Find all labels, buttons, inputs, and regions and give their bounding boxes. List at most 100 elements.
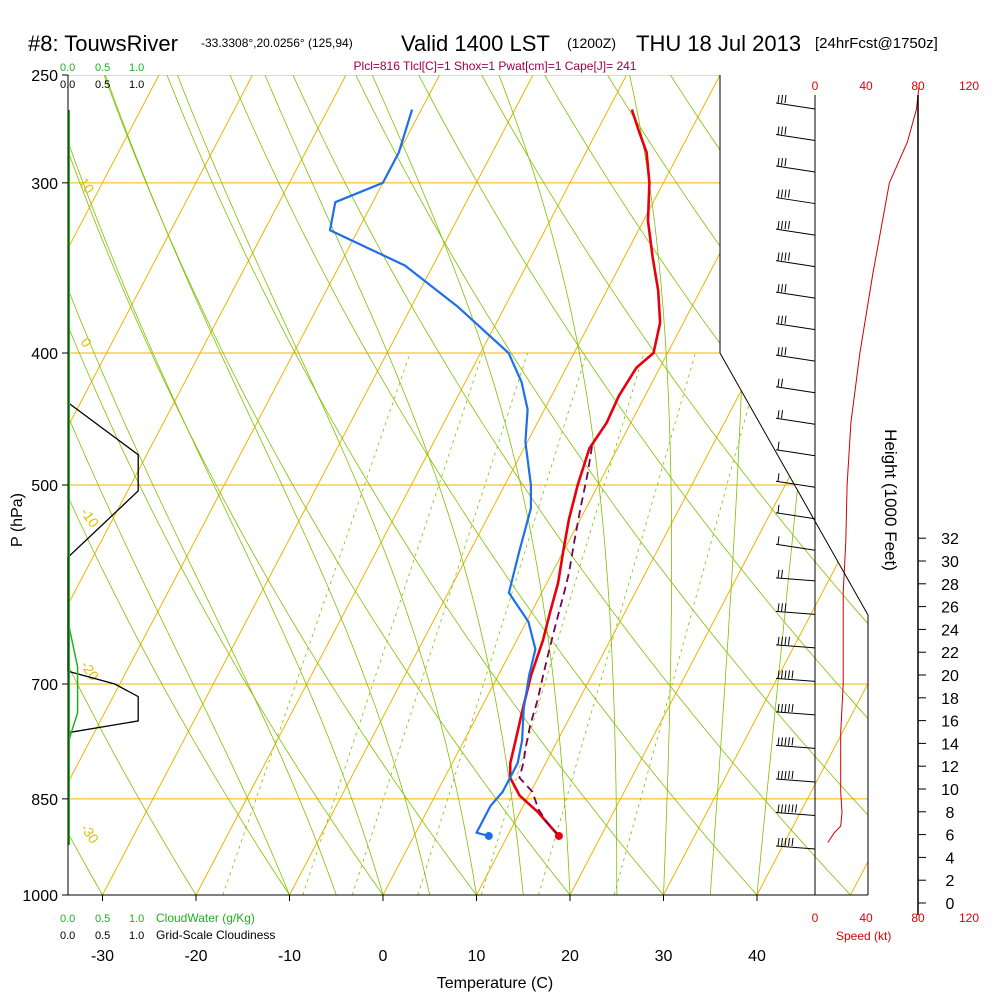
wind-barb: [775, 315, 816, 331]
mixing-ratio-label: 3: [345, 903, 360, 917]
wind-barb: [775, 221, 816, 236]
height-tick-label: 20: [941, 668, 959, 685]
wind-barb-flag: [777, 837, 780, 847]
wind-barb: [775, 126, 816, 142]
wind-barb-flag: [791, 737, 794, 746]
dewpoint-line: [328, 109, 537, 838]
wind-barb-staff: [775, 577, 816, 582]
wind-barb-flag: [781, 703, 783, 712]
wind-barb-staff: [775, 543, 816, 551]
height-tick-label: 2: [946, 873, 955, 890]
wind-barb: [775, 770, 816, 783]
isotherm-label: 0: [78, 335, 96, 351]
wind-barb-staff: [775, 354, 816, 362]
height-tick-label: 14: [941, 736, 959, 753]
wind-barb: [775, 284, 816, 299]
isotherm-line: [68, 75, 160, 250]
wind-barb-staff: [775, 711, 816, 716]
wind-barb-staff: [775, 644, 816, 649]
wind-speed-tick-bottom: 40: [859, 911, 873, 925]
sounding-profiles: [67, 86, 920, 845]
wind-barb-flag: [781, 636, 783, 645]
dry-adiabat-line: [68, 150, 477, 895]
x-tick-label: 0: [379, 948, 388, 965]
wind-barb-flag: [777, 94, 780, 104]
wind-barb-flag: [777, 284, 780, 293]
wind-barb-flag: [784, 703, 787, 712]
cloudiness-tick-bottom: 0.0: [60, 930, 75, 942]
cloudiness-label: Grid-Scale Cloudiness: [156, 928, 275, 942]
dry-adiabat-line: [229, 75, 758, 895]
wind-barb-staff: [775, 744, 816, 749]
wind-barb-flag: [781, 603, 783, 612]
wind-speed-tick-top: 80: [911, 79, 925, 93]
wind-barb-flag: [784, 94, 787, 104]
wind-barb-flag: [784, 804, 787, 813]
dry-adiabat-line: [355, 75, 868, 816]
y-tick-label: 700: [31, 677, 58, 694]
wind-barb-flag: [777, 536, 780, 545]
wind-barb-flag: [777, 504, 780, 513]
parcel-line: [518, 441, 594, 837]
wind-barb-staff: [775, 811, 816, 816]
wind-barb-staff: [775, 417, 816, 425]
wind-barb-flag: [777, 473, 780, 482]
wind-barb: [775, 636, 816, 649]
y-tick-label: 300: [31, 176, 58, 193]
dry-adiabat-line: [418, 75, 868, 720]
wind-barb-flag: [777, 441, 780, 450]
height-tick-label: 24: [941, 622, 959, 639]
wind-barb-flag: [784, 603, 787, 612]
wind-speed-tick-top: 40: [859, 79, 873, 93]
wind-barb-staff: [775, 610, 816, 615]
dry-adiabat-line: [922, 75, 1000, 895]
wind-barb-flag: [781, 837, 783, 847]
wind-barb: [775, 737, 816, 749]
isotherm-line: [195, 75, 627, 895]
dry-adiabat-line: [103, 75, 571, 895]
wind-barb-flag: [791, 670, 794, 679]
wind-barb-flag: [777, 378, 780, 387]
cloudwater-tick-bottom: 1.0: [129, 913, 144, 925]
wind-barb-staff: [775, 323, 816, 331]
mixing-ratio-line: [351, 352, 528, 895]
wind-barb-staff: [775, 778, 816, 783]
height-tick-label: 18: [941, 691, 959, 708]
dry-adiabat-line: [544, 75, 868, 532]
height-tick-label: 4: [946, 850, 955, 867]
cloudiness-tick-top: 0.5: [95, 79, 110, 91]
wind-barb: [775, 473, 816, 488]
wind-barb-flag: [788, 703, 790, 712]
mixing-ratio-label: 5: [410, 903, 425, 917]
mixing-ratio-line: [222, 352, 411, 895]
wind-barb: [775, 703, 816, 716]
surface-dewpoint-dot: [484, 831, 493, 840]
wind-barb-flag: [781, 378, 783, 387]
wind-barb-flag: [781, 670, 783, 679]
dry-adiabat-line: [858, 75, 868, 88]
moist-adiabat-line: [105, 75, 431, 895]
wind-barb-flag: [777, 636, 780, 645]
wind-barb-flag: [784, 252, 787, 261]
wind-barb: [775, 378, 816, 394]
wind-barb-flag: [784, 157, 787, 167]
wind-barb-flag: [781, 804, 783, 813]
x-tick-label: -30: [91, 948, 114, 965]
height-tick-label: 26: [941, 600, 959, 617]
wind-barb: [775, 252, 816, 268]
wind-speed-line: [827, 86, 920, 843]
isotherm-label: 10: [76, 175, 98, 197]
isotherm-line: [663, 504, 868, 895]
wind-barb-flag: [781, 157, 783, 167]
mixing-ratio-line: [613, 352, 764, 895]
height-tick-label: 30: [941, 554, 959, 571]
wind-barb-flag: [784, 636, 787, 645]
dry-adiabat-line: [166, 75, 664, 895]
cloudwater-tick-bottom: 0.0: [60, 913, 75, 925]
isotherm-line: [756, 682, 868, 895]
wind-barb-flag: [781, 410, 783, 419]
cloudiness-line: [67, 402, 139, 734]
mixing-ratio-label: 20: [604, 900, 623, 919]
